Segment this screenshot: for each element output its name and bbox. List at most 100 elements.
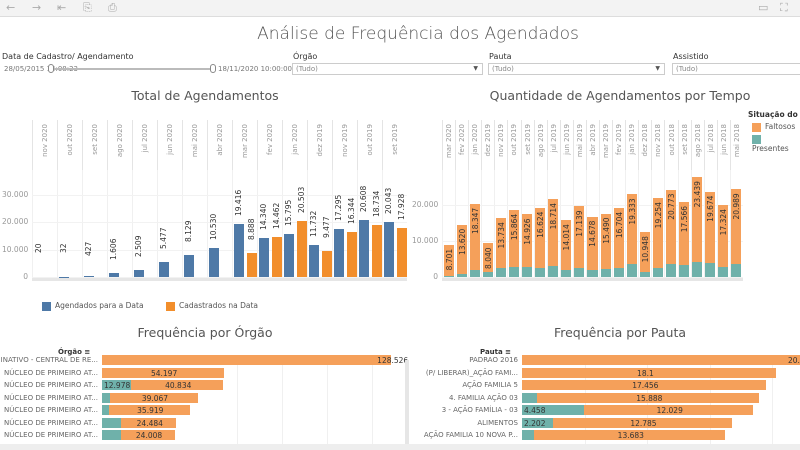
- column-header: ago 2018: [690, 120, 704, 170]
- presentes-bar: [443, 276, 454, 277]
- bar-value-label: 13.683: [617, 431, 644, 440]
- column-header: out 2020: [57, 120, 82, 170]
- back-icon[interactable]: ←: [6, 1, 16, 14]
- gridline: [32, 194, 407, 196]
- bar-value-label: 8.701: [444, 248, 454, 271]
- faltosos-bar: [456, 225, 467, 275]
- column-divider: [599, 170, 601, 277]
- presentes-bar: [469, 269, 480, 277]
- faltosos-bar: [584, 405, 753, 415]
- column-label: jun 2018: [719, 124, 728, 155]
- fullscreen-icon[interactable]: ⛶: [780, 1, 788, 14]
- pauta-dropdown[interactable]: (Tudo) ▼: [488, 63, 665, 75]
- legend-label: Agendados para a Data: [55, 301, 144, 310]
- y-tick-label: 20.000: [412, 200, 439, 209]
- legend-cadastrados[interactable]: Cadastrados na Data: [166, 301, 258, 311]
- row-label: 4. FAMILIA AÇÃO 03: [448, 393, 518, 402]
- column-header: jan 2020: [282, 120, 307, 170]
- column-header: out 2018: [664, 120, 677, 170]
- pauta-header[interactable]: Pauta ≡: [480, 348, 511, 356]
- faltosos-bar: [121, 417, 177, 428]
- column-divider: [638, 170, 640, 277]
- column-divider: [716, 170, 718, 277]
- column-divider: [357, 170, 358, 277]
- column-divider: [507, 170, 509, 277]
- comment-icon[interactable]: ▭: [758, 1, 769, 14]
- column-divider: [455, 170, 457, 277]
- chart-title-pauta: Frequência por Pauta: [553, 325, 687, 340]
- faltosos-bar: [552, 417, 732, 428]
- legend-swatch: [752, 122, 761, 132]
- column-header: abr 2019: [585, 120, 599, 170]
- date-filter-label: Data de Cadastro/ Agendamento: [2, 52, 134, 61]
- column-header: out 2019: [357, 120, 382, 170]
- column-header: set 2019: [382, 120, 407, 170]
- column-label: nov 2019: [341, 124, 349, 157]
- gridline: [327, 355, 328, 450]
- legend-faltosos[interactable]: Faltosos: [752, 122, 795, 132]
- agendamentos-por-tempo-chart: mar 2020 fev 2020 jan 2020 dez 2019 nov 2019…: [410, 0, 800, 320]
- assistido-dropdown[interactable]: (Tudo): [672, 63, 800, 75]
- bar-value-label: 12.785: [630, 418, 657, 428]
- gridline: [372, 355, 373, 450]
- pause-icon[interactable]: ⎙: [108, 1, 117, 14]
- forward-icon[interactable]: →: [32, 1, 42, 14]
- legend-agendados[interactable]: Agendados para a Data: [42, 301, 144, 311]
- bar-value-label: 128.526: [377, 356, 409, 365]
- orgao-scrollbar[interactable]: [405, 360, 409, 445]
- refresh-icon[interactable]: ⎘: [83, 1, 92, 14]
- presentes-bar: [679, 265, 690, 277]
- presentes-bar: [102, 392, 110, 403]
- y-tick-label: 30.000: [2, 189, 29, 199]
- bar-value-label: 8.888: [246, 218, 256, 241]
- column-label: out 2018: [667, 124, 676, 156]
- legend-swatch: [752, 134, 761, 144]
- horizontal-scrollbar[interactable]: [0, 444, 800, 450]
- date-slider-end-handle[interactable]: [210, 64, 216, 73]
- agendados-bar: [384, 221, 394, 277]
- bar-value-label: 20.773: [666, 193, 676, 220]
- bar-value-label: 14.926: [523, 217, 533, 244]
- revert-icon[interactable]: ⇤: [57, 1, 67, 14]
- presentes-bar: [561, 270, 572, 277]
- column-label: dez 2018: [641, 124, 650, 157]
- presentes-bar: [495, 267, 506, 277]
- orgao-header[interactable]: Órgão ≡: [58, 348, 90, 356]
- presentes-bar: [600, 269, 611, 277]
- column-header: set 2018: [677, 120, 691, 170]
- bar-value-label: 427: [84, 241, 93, 257]
- column-divider: [481, 170, 483, 277]
- column-divider: [282, 170, 283, 277]
- bar-value-label: 35.919: [137, 406, 164, 415]
- row-label: PADRAO 2016: [469, 356, 518, 364]
- row-label: (P/ LIBERAR)_AÇÃO FAMI...: [425, 368, 518, 377]
- column-label: set 2019: [523, 124, 532, 155]
- column-header: abr 2020: [207, 120, 232, 170]
- column-label: fev 2019: [615, 124, 624, 155]
- column-header: jul 2019: [546, 120, 560, 170]
- bar-value-label: 16.624: [536, 212, 546, 239]
- bar-value-label: 15.490: [601, 217, 611, 244]
- bar-value-label: 18.347: [470, 207, 480, 234]
- column-divider: [546, 170, 548, 277]
- column-header: dez 2018: [638, 120, 651, 170]
- column-divider: [612, 170, 614, 277]
- orgao-dropdown[interactable]: (Tudo) ▼: [292, 63, 483, 75]
- bar-value-label: 14.678: [588, 220, 598, 248]
- column-label: set 2019: [391, 124, 399, 155]
- date-slider-track[interactable]: [52, 68, 212, 70]
- sort-icon[interactable]: ≡: [84, 348, 91, 356]
- row-label: NÚCLEO DE PRIMEIRO AT...: [4, 406, 98, 414]
- chevron-down-icon: ▼: [655, 65, 660, 72]
- legend-presentes[interactable]: Presentes: [752, 134, 800, 153]
- column-header: mai 2019: [572, 120, 586, 170]
- cadastrados-bar: [346, 232, 357, 277]
- date-slider-start-handle[interactable]: [48, 64, 54, 73]
- bar-value-label: 9.477: [321, 216, 331, 239]
- legend-label: Faltosos: [765, 122, 796, 131]
- sort-icon[interactable]: ≡: [505, 348, 512, 356]
- cadastrados-bar: [246, 252, 257, 277]
- column-divider: [520, 170, 522, 277]
- presentes-bar: [535, 268, 546, 277]
- faltosos-bar: [495, 218, 506, 268]
